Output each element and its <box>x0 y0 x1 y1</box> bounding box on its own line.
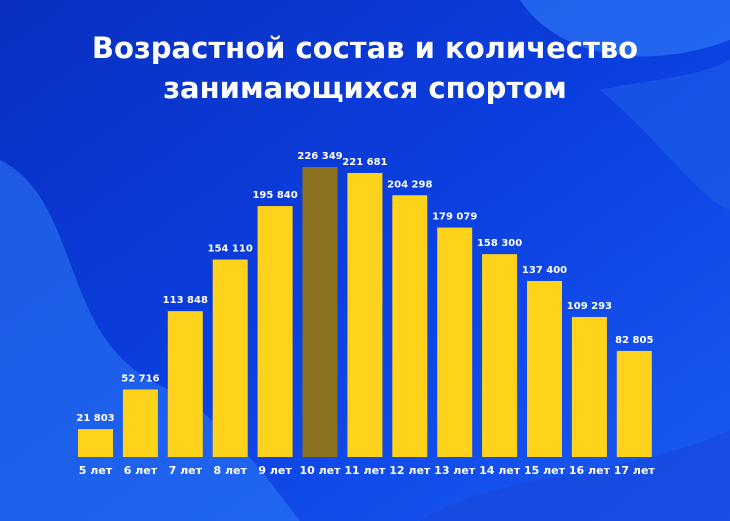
chart-title: Возрастной состав и количество <box>92 31 638 65</box>
bar <box>347 172 383 457</box>
bar <box>571 316 607 457</box>
value-label: 113 848 <box>163 295 208 306</box>
x-tick-label: 15 лет <box>524 464 566 477</box>
wave <box>520 0 730 57</box>
wave <box>600 60 730 210</box>
value-label: 226 349 <box>297 151 342 162</box>
x-tick-label: 13 лет <box>434 464 476 477</box>
wave <box>0 160 300 521</box>
x-tick-label: 14 лет <box>479 464 521 477</box>
value-label: 137 400 <box>522 265 567 276</box>
bar <box>616 350 652 457</box>
bar <box>302 167 338 457</box>
value-label: 158 300 <box>477 238 522 249</box>
bar <box>392 195 428 458</box>
chart-title: занимающихся спортом <box>163 71 567 105</box>
value-label: 109 293 <box>567 301 612 312</box>
bar <box>437 227 473 457</box>
bar <box>257 206 293 457</box>
value-label: 82 805 <box>615 335 653 346</box>
bar <box>167 311 203 457</box>
value-label: 204 298 <box>387 179 432 190</box>
x-tick-label: 16 лет <box>569 464 611 477</box>
bar <box>482 254 518 457</box>
value-label: 52 716 <box>121 373 159 384</box>
bar <box>212 259 248 457</box>
x-tick-label: 8 лет <box>214 464 248 477</box>
value-label: 21 803 <box>76 413 114 424</box>
value-label: 221 681 <box>342 157 387 168</box>
x-tick-label: 9 лет <box>258 464 292 477</box>
x-tick-label: 5 лет <box>79 464 113 477</box>
wave <box>420 430 730 521</box>
value-label: 154 110 <box>208 244 253 255</box>
x-tick-label: 6 лет <box>124 464 158 477</box>
x-tick-label: 7 лет <box>169 464 203 477</box>
bar <box>122 389 158 457</box>
value-label: 195 840 <box>252 190 297 201</box>
x-tick-label: 10 лет <box>299 464 341 477</box>
value-label: 179 079 <box>432 212 477 223</box>
x-tick-label: 17 лет <box>614 464 656 477</box>
x-tick-label: 12 лет <box>389 464 431 477</box>
bar <box>78 429 113 457</box>
x-tick-label: 11 лет <box>344 464 386 477</box>
bar <box>527 280 562 457</box>
